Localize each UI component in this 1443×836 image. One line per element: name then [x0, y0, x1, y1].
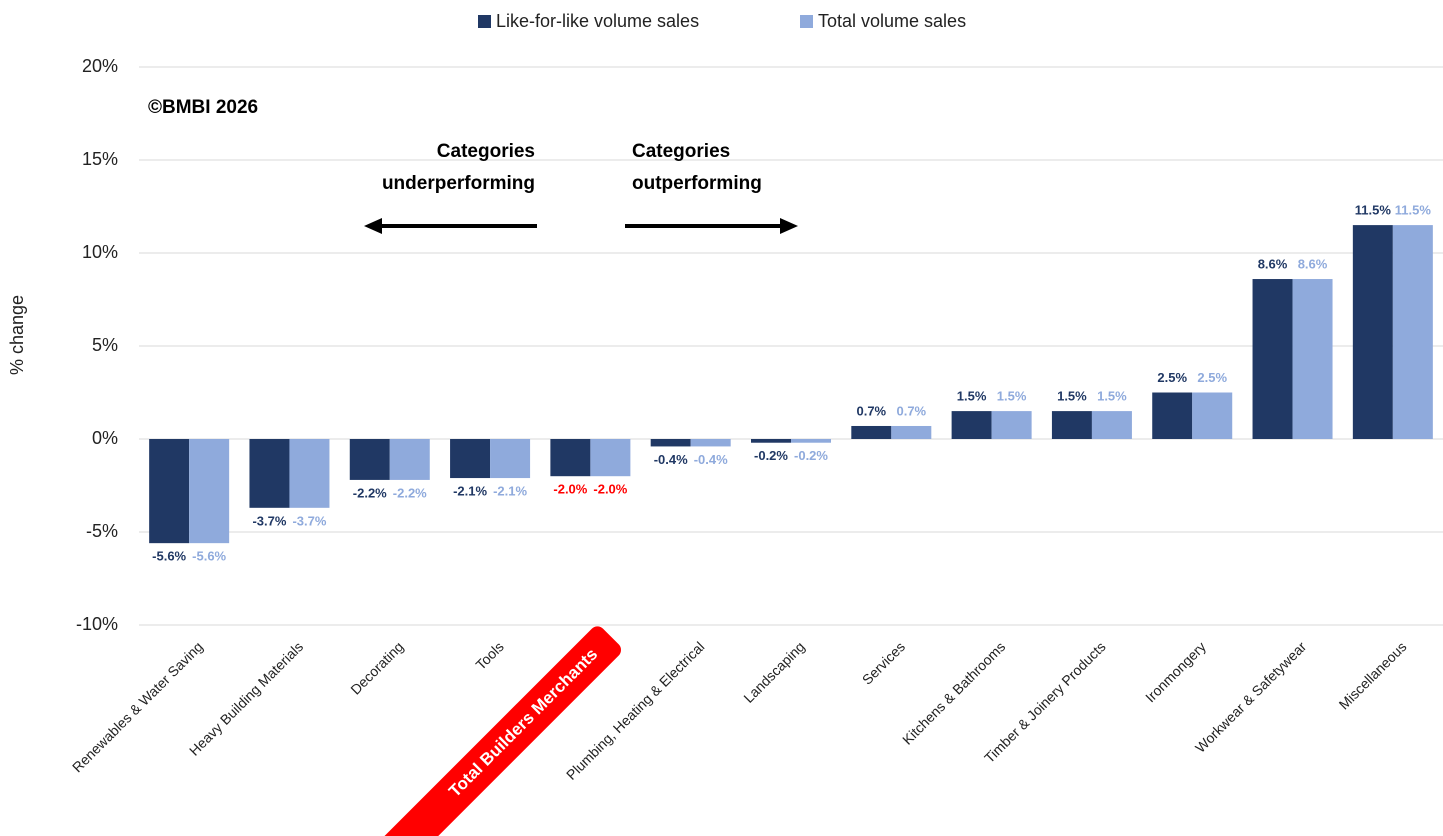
bar — [1192, 392, 1233, 439]
bar — [1252, 279, 1293, 439]
annotation: outperforming — [632, 173, 762, 194]
x-tick-label: Ironmongery — [1142, 638, 1209, 705]
value-label: -3.7% — [292, 513, 326, 528]
value-label: 11.5% — [1355, 203, 1392, 218]
bar — [751, 439, 791, 443]
value-label: -2.2% — [393, 485, 427, 500]
x-tick-group: Ironmongery — [1142, 638, 1209, 705]
legend-swatch — [800, 15, 813, 28]
value-label: -5.6% — [152, 549, 186, 564]
x-tick-label: Heavy Building Materials — [186, 638, 306, 758]
y-tick-label: 10% — [82, 242, 118, 262]
bar — [149, 439, 190, 544]
x-tick-group: Decorating — [347, 638, 406, 697]
value-label: -2.0% — [593, 482, 627, 497]
value-label: 1.5% — [1097, 389, 1127, 404]
value-label: 0.7% — [856, 403, 886, 418]
value-label: -0.4% — [694, 452, 728, 467]
value-label: -3.7% — [252, 513, 286, 528]
value-label: 8.6% — [1298, 256, 1328, 271]
legend-label: Like-for-like volume sales — [496, 11, 699, 31]
value-label: 1.5% — [997, 389, 1027, 404]
highlight-box — [380, 626, 621, 836]
value-label: 0.7% — [896, 403, 926, 418]
x-tick-label: Services — [859, 638, 908, 687]
legend-swatch — [478, 15, 491, 28]
bar — [189, 439, 230, 544]
bar — [891, 425, 932, 439]
value-label: -5.6% — [192, 549, 226, 564]
y-tick-label: -10% — [76, 614, 118, 634]
x-tick-group: Miscellaneous — [1336, 638, 1410, 712]
x-tick-label: Miscellaneous — [1336, 638, 1410, 712]
value-label: -0.4% — [654, 452, 688, 467]
x-tick-label: Tools — [472, 638, 506, 672]
bar — [450, 439, 491, 479]
bar — [991, 411, 1032, 439]
value-label: 2.5% — [1197, 370, 1227, 385]
bar — [791, 439, 831, 443]
bar — [590, 439, 631, 477]
bar — [1352, 225, 1393, 439]
value-label: 11.5% — [1395, 203, 1432, 218]
value-label: 1.5% — [957, 389, 987, 404]
bar — [1152, 392, 1193, 439]
y-axis-label: % change — [7, 295, 27, 375]
bar — [389, 439, 430, 480]
x-tick-label: Decorating — [347, 638, 406, 697]
bar — [650, 439, 691, 447]
bar — [951, 411, 992, 439]
bar — [1292, 279, 1333, 439]
value-label: 2.5% — [1157, 370, 1187, 385]
annotation: ©BMBI 2026 — [148, 97, 258, 118]
x-tick-group: Heavy Building Materials — [186, 638, 306, 758]
y-tick-label: 15% — [82, 149, 118, 169]
bar — [490, 439, 531, 479]
value-label: -2.1% — [493, 483, 527, 498]
y-tick-label: 20% — [82, 56, 118, 76]
bar — [690, 439, 731, 447]
value-label: -2.2% — [353, 485, 387, 500]
bar — [1091, 411, 1132, 439]
annotation: Categories — [632, 141, 730, 162]
bar — [289, 439, 330, 508]
value-label: 1.5% — [1057, 389, 1087, 404]
x-tick-group: Landscaping — [740, 638, 807, 705]
value-label: -0.2% — [794, 448, 828, 463]
value-label: 8.6% — [1258, 256, 1288, 271]
value-label: -2.0% — [553, 482, 587, 497]
y-tick-label: 5% — [92, 335, 118, 355]
bar — [349, 439, 390, 480]
x-tick-group: Kitchens & Bathrooms — [899, 638, 1008, 747]
x-tick-group: Workwear & Safetywear — [1192, 638, 1310, 756]
bar — [249, 439, 290, 508]
bar — [550, 439, 591, 477]
x-tick-label: Kitchens & Bathrooms — [899, 638, 1008, 747]
value-label: -2.1% — [453, 483, 487, 498]
bar — [1392, 225, 1433, 439]
y-tick-label: 0% — [92, 428, 118, 448]
x-tick-label: Renewables & Water Saving — [69, 638, 206, 775]
annotation: underperforming — [382, 173, 535, 194]
x-tick-label: Workwear & Safetywear — [1192, 638, 1310, 756]
x-tick-label: Landscaping — [740, 638, 807, 705]
x-tick-group: Renewables & Water Saving — [69, 638, 206, 775]
y-tick-label: -5% — [86, 521, 118, 541]
legend-label: Total volume sales — [818, 11, 966, 31]
arrows — [364, 218, 798, 234]
annotation: Categories — [437, 141, 535, 162]
bar — [851, 425, 892, 439]
bar — [1051, 411, 1092, 439]
x-tick-group: Services — [859, 638, 908, 687]
x-tick-group: Tools — [472, 638, 506, 672]
value-label: -0.2% — [754, 448, 788, 463]
